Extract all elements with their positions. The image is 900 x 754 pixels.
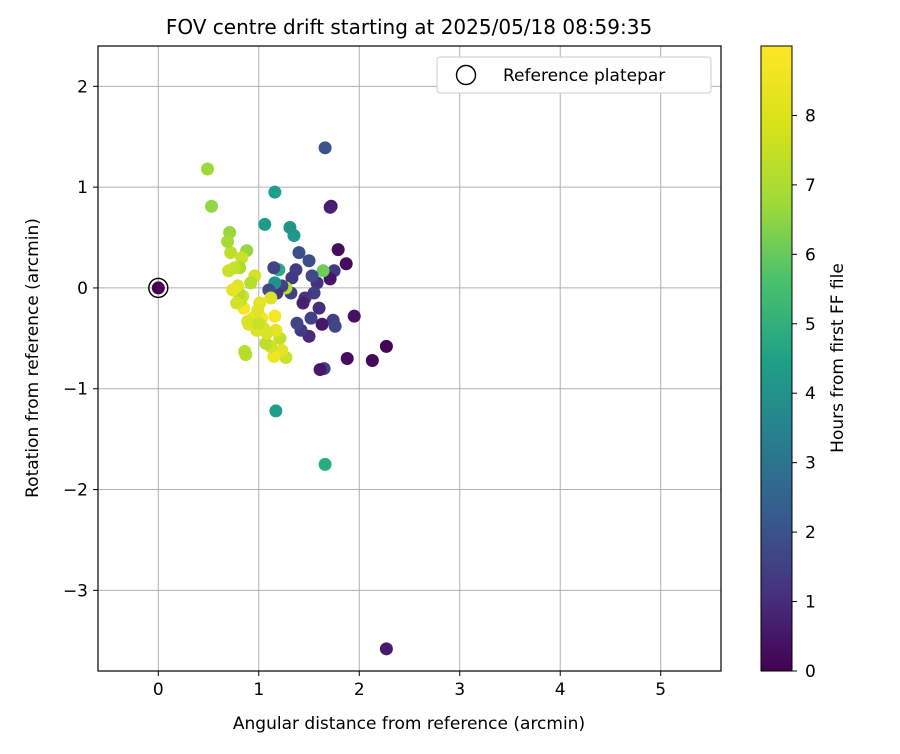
data-point bbox=[264, 291, 278, 305]
data-point bbox=[241, 314, 255, 328]
data-point bbox=[252, 316, 266, 330]
data-point bbox=[267, 261, 281, 275]
y-axis-label: Rotation from reference (arcmin) bbox=[23, 218, 43, 498]
colorbar-tick-label: 7 bbox=[805, 176, 816, 196]
y-tick-label: −1 bbox=[63, 380, 88, 400]
y-axis-ticks: −3 −2 −1 0 1 2 bbox=[63, 77, 98, 601]
grid-lines bbox=[98, 46, 721, 671]
chart-title: FOV centre drift starting at 2025/05/18 … bbox=[166, 15, 652, 39]
reference-marker-ring bbox=[148, 277, 169, 299]
colorbar-tick-label: 8 bbox=[805, 106, 816, 126]
x-tick-label: 3 bbox=[454, 680, 465, 700]
colorbar-tick-label: 3 bbox=[805, 454, 816, 474]
data-point bbox=[318, 141, 332, 155]
data-point bbox=[313, 363, 327, 377]
data-point bbox=[379, 339, 393, 353]
data-point bbox=[316, 264, 330, 278]
data-point bbox=[315, 317, 329, 331]
y-tick-label: −3 bbox=[63, 581, 88, 601]
data-point bbox=[285, 271, 299, 285]
y-tick-label: −2 bbox=[63, 481, 88, 501]
data-point bbox=[267, 349, 281, 363]
x-tick-label: 2 bbox=[354, 680, 365, 700]
data-point bbox=[290, 316, 304, 330]
data-point bbox=[328, 319, 342, 333]
x-tick-label: 1 bbox=[253, 680, 264, 700]
colorbar-tick-label: 6 bbox=[805, 245, 816, 265]
plot-area: 0 1 2 3 4 5 −3 −2 −1 0 1 2 bbox=[63, 45, 722, 700]
data-point bbox=[365, 354, 379, 368]
data-point bbox=[283, 220, 297, 234]
data-point bbox=[296, 296, 310, 310]
data-point bbox=[259, 336, 273, 350]
reference-marker-group bbox=[148, 277, 169, 299]
x-tick-label: 0 bbox=[153, 680, 164, 700]
legend-label-reference-platepar: Reference platepar bbox=[503, 66, 665, 86]
data-point bbox=[221, 235, 235, 249]
data-point bbox=[258, 217, 272, 231]
data-point bbox=[222, 264, 236, 278]
colorbar-tick-label: 5 bbox=[805, 315, 816, 335]
data-point bbox=[323, 200, 337, 214]
colorbar-tick-label: 2 bbox=[805, 523, 816, 543]
plot-background bbox=[98, 46, 721, 671]
x-tick-label: 5 bbox=[655, 680, 666, 700]
data-point bbox=[268, 185, 282, 199]
data-point bbox=[268, 309, 282, 323]
data-point bbox=[347, 309, 361, 323]
data-point bbox=[224, 246, 238, 260]
colorbar-tick-label: 0 bbox=[805, 662, 816, 682]
data-point bbox=[379, 642, 393, 656]
colorbar-tick-label: 4 bbox=[805, 384, 816, 404]
data-point bbox=[205, 199, 219, 213]
data-point bbox=[251, 303, 265, 317]
legend-box bbox=[436, 56, 712, 94]
data-point bbox=[340, 352, 354, 365]
y-tick-label: 1 bbox=[77, 178, 88, 198]
reference-point bbox=[151, 281, 165, 295]
x-tick-label: 4 bbox=[555, 680, 566, 700]
x-axis-label: Angular distance from reference (arcmin) bbox=[233, 714, 585, 734]
data-point bbox=[226, 283, 240, 297]
data-point bbox=[331, 243, 345, 257]
plot-frame bbox=[97, 45, 722, 672]
data-point bbox=[201, 162, 215, 176]
data-point bbox=[312, 301, 326, 315]
data-point bbox=[230, 296, 244, 310]
data-point bbox=[292, 246, 306, 260]
data-point bbox=[260, 326, 274, 340]
data-point bbox=[239, 347, 253, 361]
data-point bbox=[305, 269, 319, 283]
data-points bbox=[201, 141, 393, 656]
colorbar-label: Hours from first FF file bbox=[828, 263, 848, 453]
colorbar-ticks: 0 1 2 3 4 5 6 7 8 bbox=[792, 106, 816, 682]
data-point bbox=[304, 311, 318, 325]
data-point bbox=[318, 457, 332, 471]
data-point bbox=[269, 404, 283, 418]
colorbar: 0 1 2 3 4 5 6 7 8 Hours from first FF file bbox=[760, 45, 848, 682]
y-tick-label: 2 bbox=[77, 77, 88, 97]
legend-marker-open-circle bbox=[455, 64, 477, 86]
x-axis-ticks: 0 1 2 3 4 5 bbox=[153, 671, 666, 700]
data-point bbox=[235, 251, 249, 265]
data-point bbox=[339, 257, 353, 271]
data-point bbox=[244, 276, 258, 290]
legend: Reference platepar bbox=[436, 56, 712, 94]
data-point bbox=[302, 254, 316, 268]
y-tick-label: 0 bbox=[77, 279, 88, 299]
colorbar-tick-label: 1 bbox=[805, 593, 816, 613]
colorbar-gradient bbox=[760, 45, 793, 672]
